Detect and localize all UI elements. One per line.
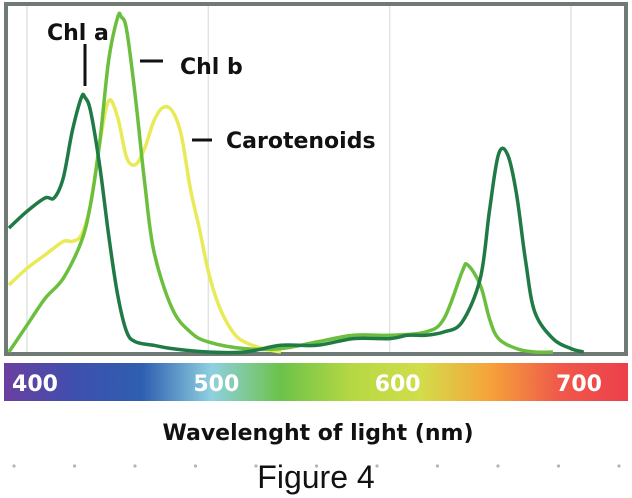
spectrum-bar <box>4 363 628 401</box>
dotted-separator <box>12 464 621 468</box>
separator-dot <box>617 464 621 468</box>
series-layer <box>7 11 585 355</box>
label-chl-a: Chl a <box>47 21 109 86</box>
separator-dot <box>193 464 198 468</box>
separator-dot <box>72 464 77 468</box>
separator-dot <box>496 464 500 468</box>
separator-dot <box>435 464 440 468</box>
series-label-carotenoids: Carotenoids <box>226 129 376 154</box>
separator-dot <box>375 464 379 468</box>
label-carotenoids: Carotenoids <box>192 129 376 154</box>
figure-caption: Figure 4 <box>257 459 374 495</box>
series-line-chl-b <box>7 11 553 355</box>
label-chl-b: Chl b <box>140 55 243 80</box>
separator-dot <box>254 464 258 468</box>
series-line-carotenoids <box>7 98 282 354</box>
series-label-chl-a: Chl a <box>47 21 109 46</box>
separator-dot <box>556 464 561 468</box>
separator-dot <box>314 464 319 468</box>
separator-dot <box>133 464 137 468</box>
x-tick-label-600: 600 <box>375 372 421 397</box>
x-tick-label-400: 400 <box>12 372 58 397</box>
x-tick-label-700: 700 <box>556 372 602 397</box>
x-tick-labels: 400 500 600 700 <box>12 372 602 397</box>
gridlines <box>26 4 572 354</box>
plot-frame <box>4 2 628 356</box>
x-axis-label: Wavelenght of light (nm) <box>162 421 473 446</box>
separator-dot <box>12 464 16 468</box>
x-tick-label-500: 500 <box>193 372 239 397</box>
series-label-chl-b: Chl b <box>180 55 243 80</box>
series-line-chl-a <box>7 92 585 355</box>
